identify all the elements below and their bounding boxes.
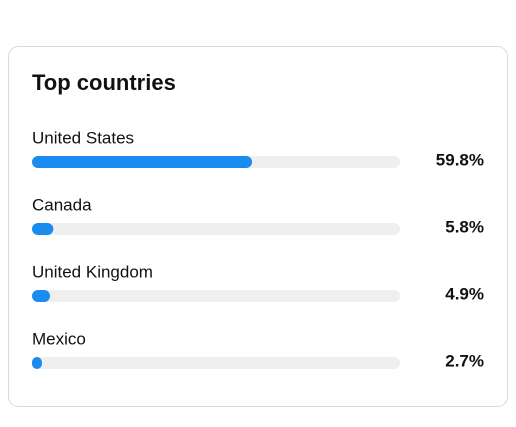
value-label: 5.8% — [445, 217, 484, 236]
value-label: 2.7% — [445, 351, 484, 370]
country-label: Canada — [32, 195, 92, 214]
value-label: 4.9% — [445, 284, 484, 303]
card-title: Top countries — [32, 70, 176, 95]
bar — [32, 156, 253, 168]
bar-track — [32, 357, 400, 369]
bar — [32, 223, 54, 235]
bar — [32, 290, 51, 302]
country-label: United States — [32, 128, 134, 147]
bar — [32, 357, 42, 369]
value-label: 59.8% — [436, 150, 484, 169]
country-label: Mexico — [32, 329, 86, 348]
bar-track — [32, 223, 400, 235]
bar-track — [32, 290, 400, 302]
country-label: United Kingdom — [32, 262, 153, 281]
